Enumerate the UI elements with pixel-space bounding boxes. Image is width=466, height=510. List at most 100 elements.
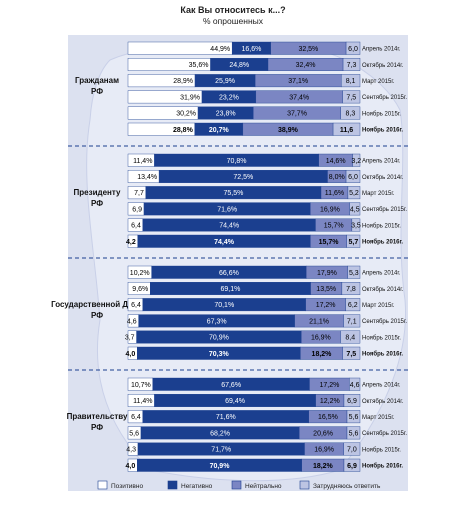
period-label: Ноябрь 2015г. <box>362 223 401 229</box>
bar-segment-dontknow <box>341 282 361 295</box>
period-label: Ноябрь 2015г. <box>362 111 401 117</box>
bar-segment-dontknow <box>346 410 361 424</box>
group-label: Правительству РФ <box>67 412 128 432</box>
bar-label-dontknow: 8,3 <box>346 111 356 118</box>
period-label: Октябрь 2014г. <box>362 399 404 405</box>
bar-label-positive: 4,0 <box>126 463 136 470</box>
group-label: Государственной Думе РФ <box>51 300 143 320</box>
bar-label-positive: 4,3 <box>126 447 136 454</box>
bar-segment-dontknow <box>342 346 361 360</box>
bar-label-negative: 25,9% <box>215 78 235 85</box>
bar-label-neutral: 14,6% <box>326 158 346 165</box>
bar-label-dontknow: 3,2 <box>351 158 361 165</box>
bar-label-negative: 23,8% <box>216 111 236 118</box>
bar-label-dontknow: 6,0 <box>348 46 358 53</box>
bar-label-dontknow: 5,6 <box>349 414 359 421</box>
bar-label-dontknow: 5,7 <box>349 239 359 246</box>
period-label: Апрель 2014г. <box>362 271 401 277</box>
bar-label-dontknow: 5,2 <box>349 190 359 197</box>
bar-label-positive: 5,6 <box>129 430 139 437</box>
bar-label-neutral: 11,6% <box>325 190 344 197</box>
legend-label-positive: Позитивно <box>111 483 143 490</box>
bar-label-dontknow: 7,8 <box>346 286 356 293</box>
bar-label-positive: 11,4% <box>133 158 152 165</box>
period-label: Ноябрь 2016г. <box>362 127 403 134</box>
period-label: Ноябрь 2016г. <box>362 463 403 470</box>
group-label-line: РФ <box>91 87 103 96</box>
bar-label-dontknow: 4,5 <box>350 206 360 213</box>
bar-label-negative: 67,3% <box>207 318 227 325</box>
bar-label-positive: 28,8% <box>173 127 194 134</box>
bar-label-positive: 6,4 <box>131 223 141 230</box>
chart-subtitle: % опрошенных <box>203 16 264 26</box>
bar-label-neutral: 13,5% <box>316 286 336 293</box>
bar-segment-dontknow <box>346 234 361 248</box>
bar-label-positive: 28,9% <box>173 78 193 85</box>
bar-label-negative: 70,9% <box>209 335 229 342</box>
bar-label-neutral: 38,9% <box>278 127 299 134</box>
period-label: Октябрь 2014г. <box>362 63 404 69</box>
bar-label-neutral: 12,2% <box>320 398 340 405</box>
bar-label-positive: 35,6% <box>189 62 209 69</box>
period-label: Октябрь 2014г. <box>362 175 404 181</box>
legend-label-dontknow: Затрудняюсь ответить <box>313 483 381 490</box>
bar-segment-dontknow <box>341 74 361 88</box>
bar-label-negative: 71,6% <box>217 206 237 213</box>
period-label: Апрель 2014г. <box>362 47 401 53</box>
legend-swatch-dontknow <box>299 480 310 490</box>
bar-label-neutral: 16,9% <box>311 335 331 342</box>
legend-swatch-negative <box>167 480 178 490</box>
bar-segment-dontknow <box>347 265 361 279</box>
bar-label-negative: 72,5% <box>233 174 253 181</box>
bar-segment-dontknow <box>340 330 361 344</box>
bar-label-positive: 7,7 <box>134 190 144 197</box>
bar-label-neutral: 37,1% <box>288 78 308 85</box>
period-label: Октябрь 2014г. <box>362 287 404 293</box>
bar-label-neutral: 37,7% <box>287 111 307 118</box>
bar-label-neutral: 32,5% <box>298 46 318 53</box>
bar-label-negative: 70,9% <box>210 463 231 470</box>
bar-label-positive: 44,9% <box>210 46 230 53</box>
bar-segment-dontknow <box>340 106 361 120</box>
bar-label-negative: 74,4% <box>219 223 239 230</box>
bar-label-negative: 23,2% <box>219 94 239 101</box>
bar-label-neutral: 16,5% <box>318 414 338 421</box>
period-label: Апрель 2014г. <box>362 159 401 165</box>
bar-label-negative: 71,6% <box>216 414 236 421</box>
bar-label-positive: 4,0 <box>126 351 136 358</box>
group-label-line: РФ <box>91 423 103 432</box>
legend: Позитивно Негативно Нейтрально Затрудняюсь … <box>97 480 381 490</box>
chart-title: Как Вы относитесь к...? <box>180 5 285 15</box>
bar-label-dontknow: 6,0 <box>348 174 358 181</box>
period-label: Март 2015г. <box>362 79 395 85</box>
bar-label-dontknow: 7,0 <box>347 447 357 454</box>
bar-label-neutral: 15,7% <box>319 239 340 246</box>
group-label-line: Правительству <box>67 412 128 421</box>
bar-label-neutral: 20,6% <box>313 430 333 437</box>
legend-swatch-positive <box>97 480 108 490</box>
period-label: Сентябрь 2015г. <box>362 431 407 437</box>
bar-label-positive: 9,6% <box>132 286 148 293</box>
bar-segment-dontknow <box>342 90 361 104</box>
bar-label-dontknow: 7,3 <box>347 62 357 69</box>
bar-label-positive: 6,9 <box>132 206 142 213</box>
period-label: Апрель 2014г. <box>362 383 401 389</box>
group-label-line: Государственной Думе <box>51 300 143 309</box>
bar-label-negative: 24,8% <box>229 62 249 69</box>
period-label: Март 2015г. <box>362 415 395 421</box>
bar-label-neutral: 21,1% <box>309 318 329 325</box>
group-label: Гражданам РФ <box>75 76 119 96</box>
bar-label-negative: 74,4% <box>214 239 235 246</box>
bar-label-positive: 30,2% <box>176 111 196 118</box>
bar-label-negative: 16,6% <box>241 46 261 53</box>
bar-label-negative: 70,3% <box>209 351 230 358</box>
bar-label-positive: 3,7 <box>125 335 135 342</box>
period-label: Март 2015г. <box>362 303 395 309</box>
bar-label-positive: 4,2 <box>126 239 136 246</box>
bar-label-dontknow: 7,5 <box>346 351 356 358</box>
bar-label-positive: 31,9% <box>180 94 200 101</box>
period-label: Сентябрь 2015г. <box>362 95 407 101</box>
bar-label-negative: 70,8% <box>227 158 247 165</box>
bar-segment-dontknow <box>345 169 361 183</box>
